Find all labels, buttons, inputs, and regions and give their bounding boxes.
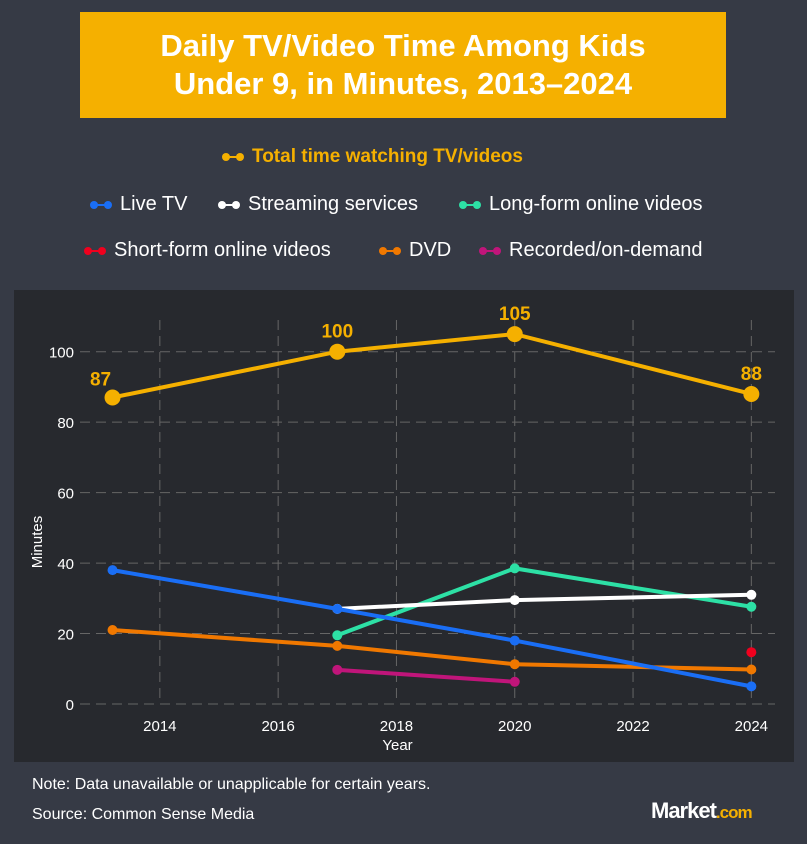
data-point bbox=[107, 565, 118, 576]
data-point bbox=[746, 664, 757, 675]
legend-item: DVD bbox=[379, 239, 451, 262]
legend-label: Live TV bbox=[120, 193, 188, 215]
legend-marker-icon bbox=[479, 246, 503, 256]
chart-title: Daily TV/Video Time Among Kids Under 9, … bbox=[80, 12, 726, 118]
data-point bbox=[332, 640, 343, 651]
y-tick-label: 60 bbox=[57, 486, 74, 503]
x-tick-label: 2018 bbox=[380, 718, 413, 735]
legend-label: Total time watching TV/videos bbox=[252, 146, 523, 167]
footnote: Note: Data unavailable or unapplicable f… bbox=[32, 776, 431, 793]
legend-label: Short-form online videos bbox=[114, 239, 331, 261]
legend-item: Live TV bbox=[90, 193, 187, 216]
x-tick-label: 2020 bbox=[498, 718, 531, 735]
y-tick-label: 0 bbox=[66, 697, 74, 714]
data-point bbox=[509, 635, 520, 646]
data-point bbox=[506, 326, 523, 343]
x-tick-label: 2024 bbox=[735, 718, 768, 735]
legend-item: Short-form online videos bbox=[84, 239, 331, 262]
legend-marker-icon bbox=[90, 200, 114, 210]
series-line bbox=[337, 667, 515, 684]
data-point bbox=[509, 563, 520, 574]
y-tick-label: 40 bbox=[57, 556, 74, 573]
y-tick-label: 80 bbox=[57, 415, 74, 432]
data-point bbox=[332, 630, 343, 641]
data-point bbox=[743, 385, 760, 402]
data-point bbox=[746, 589, 757, 600]
legend-marker-icon bbox=[218, 200, 242, 210]
market-logo: Market.com bbox=[651, 798, 753, 823]
y-axis-label: Minutes bbox=[29, 516, 46, 569]
legend-marker-icon bbox=[222, 152, 246, 162]
y-tick-label: 100 bbox=[49, 345, 74, 362]
data-point bbox=[746, 601, 757, 612]
x-axis-label: Year bbox=[382, 737, 412, 754]
data-label: 88 bbox=[741, 364, 762, 385]
legend-marker-icon bbox=[459, 200, 483, 210]
legend-item: Total time watching TV/videos bbox=[222, 146, 523, 168]
legend-label: Streaming services bbox=[248, 193, 419, 215]
data-label: 105 bbox=[499, 304, 531, 325]
data-point bbox=[746, 647, 757, 658]
legend-item: Recorded/on-demand bbox=[479, 239, 702, 262]
data-point bbox=[509, 595, 520, 606]
data-point bbox=[107, 625, 118, 636]
legend-marker-icon bbox=[379, 246, 403, 256]
x-tick-label: 2022 bbox=[616, 718, 649, 735]
data-point bbox=[746, 681, 757, 692]
data-point bbox=[332, 664, 343, 675]
legend-label: DVD bbox=[409, 239, 452, 261]
plot-panel bbox=[14, 290, 794, 762]
series-line bbox=[112, 628, 752, 672]
data-label: 87 bbox=[90, 370, 111, 391]
legend-marker-icon bbox=[84, 246, 108, 256]
series-line bbox=[337, 592, 752, 611]
source-note: Source: Common Sense Media bbox=[32, 806, 255, 823]
data-label: 100 bbox=[321, 322, 353, 343]
series-line bbox=[336, 566, 752, 638]
x-tick-label: 2014 bbox=[143, 718, 176, 735]
series-line bbox=[112, 568, 752, 689]
data-point bbox=[332, 603, 343, 614]
legend-item: Long-form online videos bbox=[459, 193, 702, 216]
data-point bbox=[509, 659, 520, 670]
legend-label: Long-form online videos bbox=[489, 193, 703, 215]
data-point bbox=[329, 343, 346, 360]
series-line bbox=[112, 332, 752, 400]
data-point bbox=[104, 389, 121, 406]
data-point bbox=[509, 676, 520, 687]
legend-item: Streaming services bbox=[218, 193, 418, 216]
y-tick-label: 20 bbox=[57, 627, 74, 644]
legend-label: Recorded/on-demand bbox=[509, 239, 703, 261]
x-tick-label: 2016 bbox=[261, 718, 294, 735]
